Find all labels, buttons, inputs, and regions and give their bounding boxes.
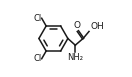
Text: Cl: Cl [33, 54, 41, 63]
Text: O: O [74, 21, 81, 30]
Text: Cl: Cl [33, 14, 41, 23]
Text: NH₂: NH₂ [67, 53, 83, 62]
Text: OH: OH [91, 22, 104, 31]
